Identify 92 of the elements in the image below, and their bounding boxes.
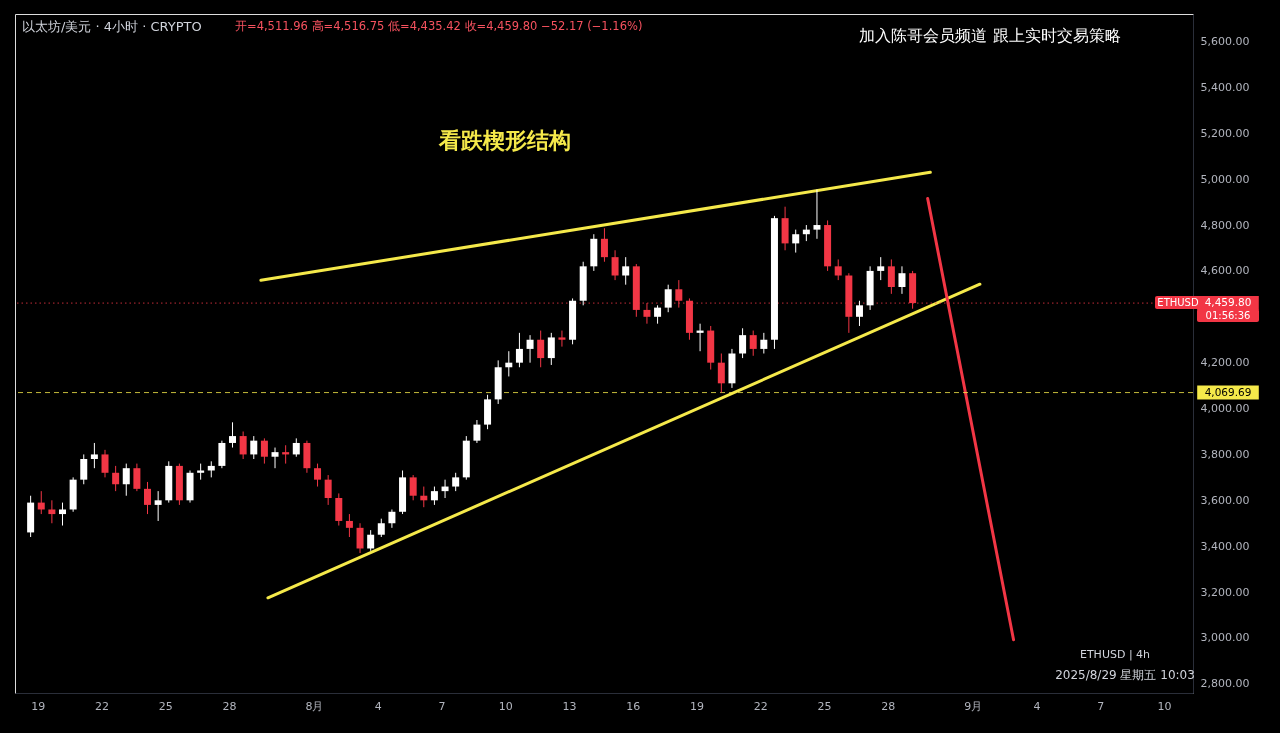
candlestick [664, 284, 672, 313]
y-tick-label: 3,800.00 [1200, 447, 1250, 461]
y-tick-label: 3,400.00 [1200, 539, 1250, 553]
x-tick-label: 8月 [305, 699, 324, 713]
candlestick [90, 442, 98, 469]
text: 01:56:36 [1205, 309, 1251, 321]
candlestick [526, 334, 534, 364]
candlestick [144, 481, 152, 515]
candlestick [654, 304, 662, 325]
candlestick [377, 518, 385, 538]
candlestick [367, 529, 375, 552]
chart-subtitle: 开=4,511.96 高=4,516.75 低=4,435.42 收=4,459.80 −52.17 (−1.16%) [235, 19, 643, 33]
candlestick [80, 453, 88, 485]
candlestick [739, 327, 747, 359]
candlestick [877, 256, 885, 281]
candlestick [473, 419, 481, 444]
candlestick [260, 437, 268, 465]
x-tick-label: 10 [498, 699, 513, 713]
x-tick-label: 10 [1157, 699, 1172, 713]
candlestick [133, 463, 141, 492]
y-tick-label: 5,200.00 [1200, 126, 1250, 140]
x-tick-label: 22 [753, 699, 768, 713]
candlestick [239, 430, 247, 460]
x-tick-label: 28 [222, 699, 237, 713]
x-tick-label: 19 [690, 699, 705, 713]
annotation: ETHUSD [1157, 296, 1199, 308]
x-tick-label: 7 [438, 699, 446, 713]
x-tick-label: 22 [94, 699, 109, 713]
candlestick [834, 258, 842, 281]
candlestick [59, 502, 66, 527]
y-tick-label: 4,000.00 [1200, 402, 1250, 416]
chart-title: 以太坊/美元 · 4小时 · CRYPTO [22, 19, 202, 34]
candlestick [515, 332, 523, 368]
candlestick [314, 463, 322, 488]
candlestick [218, 440, 226, 469]
candlestick [717, 353, 725, 393]
y-tick-label: 5,600.00 [1200, 35, 1250, 49]
candlestick [101, 449, 109, 478]
candlestick [388, 508, 396, 529]
candlestick [122, 463, 130, 497]
candlestick [749, 330, 757, 357]
y-tick-label: 3,200.00 [1200, 585, 1250, 599]
x-tick-label: 16 [626, 699, 641, 713]
x-tick-label: 25 [817, 699, 832, 713]
annotation: 2025/8/29 星期五 10:03 [1055, 668, 1195, 682]
x-tick-label: 13 [562, 699, 577, 713]
candlestick [154, 490, 162, 522]
candlestick [271, 447, 279, 469]
candlestick [600, 227, 608, 263]
ref-line-label: 4,459.80 [1204, 296, 1252, 309]
y-tick-label: 3,600.00 [1200, 493, 1250, 507]
y-tick-label: 4,800.00 [1200, 218, 1250, 232]
x-tick-label: 19 [31, 699, 46, 713]
candlestick [250, 435, 258, 460]
candlestick [887, 258, 895, 295]
candlestick [558, 330, 566, 348]
candlestick [537, 330, 545, 368]
y-tick-label: 5,000.00 [1200, 172, 1250, 186]
candlestick [813, 188, 821, 240]
y-tick-label: 3,000.00 [1200, 631, 1250, 645]
y-tick-label: 4,200.00 [1200, 356, 1250, 370]
annotation: 加入陈哥会员频道 跟上实时交易策略 [859, 26, 1121, 45]
y-tick-label: 2,800.00 [1200, 677, 1250, 691]
candlestick [547, 332, 555, 366]
candlestick [324, 474, 332, 506]
y-tick-label: 5,400.00 [1200, 80, 1250, 94]
candlestick [356, 522, 364, 554]
candlestick [452, 472, 460, 492]
candlestick [48, 499, 56, 524]
x-tick-label: 7 [1097, 699, 1105, 713]
x-tick-label: 4 [1033, 699, 1041, 713]
candlestick [409, 474, 417, 501]
candlestick [430, 486, 438, 506]
x-tick-label: 4 [374, 699, 382, 713]
x-tick-label: 9月 [964, 699, 983, 713]
candlestick [335, 492, 343, 527]
ref-line-label: 4,069.69 [1204, 385, 1252, 398]
candlestick [229, 421, 237, 449]
candlestick [760, 332, 768, 354]
candlestick [855, 300, 863, 327]
x-tick-label: 25 [158, 699, 173, 713]
candlestick [292, 437, 300, 458]
x-tick-label: 28 [881, 699, 896, 713]
annotation: ETHUSD | 4h [1079, 648, 1151, 661]
candlestick [622, 256, 630, 286]
candlestick [611, 249, 619, 281]
candlestick [898, 265, 906, 295]
candlestick [345, 513, 353, 538]
y-tick-label: 4,600.00 [1200, 264, 1250, 278]
candlestick [792, 229, 800, 254]
annotation: 看跌楔形结构 [438, 128, 571, 153]
candlestick [112, 465, 120, 492]
